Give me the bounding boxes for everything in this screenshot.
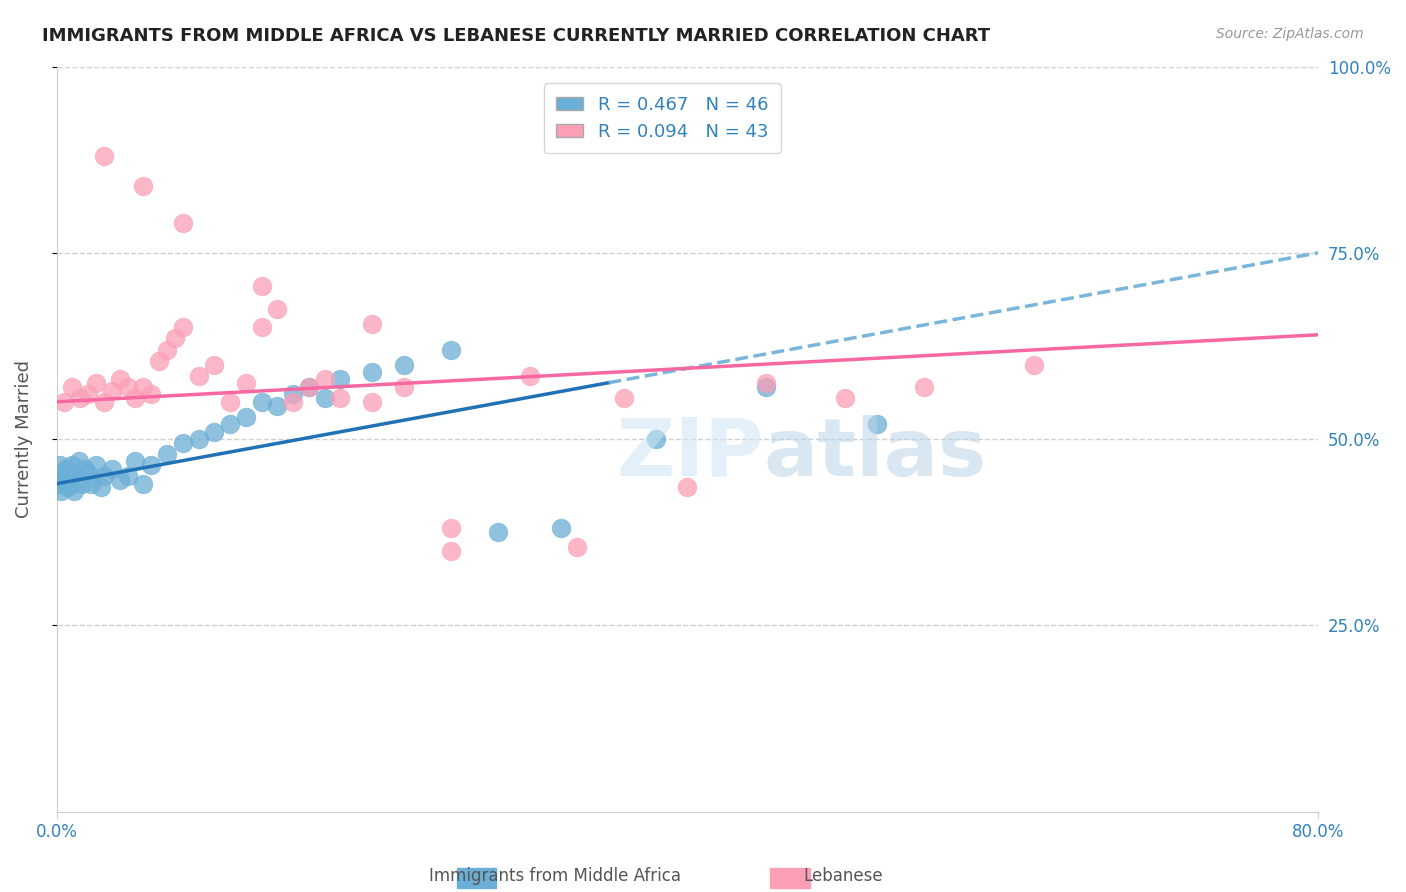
Point xyxy=(219,417,242,432)
Point xyxy=(60,380,83,394)
Point xyxy=(202,425,225,439)
Text: IMMIGRANTS FROM MIDDLE AFRICA VS LEBANESE CURRENTLY MARRIED CORRELATION CHART: IMMIGRANTS FROM MIDDLE AFRICA VS LEBANES… xyxy=(42,27,990,45)
Point xyxy=(235,409,257,424)
Point xyxy=(314,391,336,405)
Point xyxy=(187,432,209,446)
Point xyxy=(59,476,82,491)
Point xyxy=(550,521,572,535)
Point xyxy=(866,417,889,432)
Point xyxy=(132,476,155,491)
Point xyxy=(440,521,463,535)
Point xyxy=(250,279,273,293)
Point xyxy=(101,462,124,476)
Point xyxy=(565,540,588,554)
Point xyxy=(440,343,463,357)
Point xyxy=(163,331,186,345)
Point xyxy=(392,358,415,372)
Point xyxy=(101,384,124,398)
Point xyxy=(90,480,112,494)
Point xyxy=(84,458,107,472)
Point xyxy=(80,476,103,491)
Point xyxy=(93,469,115,483)
Point xyxy=(53,394,76,409)
Point xyxy=(519,368,541,383)
Point xyxy=(65,466,87,480)
Point xyxy=(49,458,72,472)
Point xyxy=(52,466,75,480)
Point xyxy=(55,462,77,476)
Point xyxy=(202,358,225,372)
Legend: R = 0.467   N = 46, R = 0.094   N = 43: R = 0.467 N = 46, R = 0.094 N = 43 xyxy=(544,83,780,153)
Point xyxy=(361,394,384,409)
Point xyxy=(51,484,73,499)
Point xyxy=(486,525,509,540)
Text: atlas: atlas xyxy=(763,415,986,493)
Point xyxy=(912,380,935,394)
Text: Immigrants from Middle Africa: Immigrants from Middle Africa xyxy=(429,867,682,885)
Point xyxy=(1024,358,1046,372)
Point xyxy=(148,354,170,368)
Point xyxy=(298,380,321,394)
Point xyxy=(266,399,288,413)
Point xyxy=(676,480,699,494)
Point xyxy=(613,391,636,405)
Point xyxy=(172,216,194,230)
Point xyxy=(124,391,146,405)
Point xyxy=(250,394,273,409)
Point xyxy=(141,387,163,401)
Point xyxy=(60,458,83,472)
Point xyxy=(329,391,352,405)
Point xyxy=(235,376,257,391)
Point xyxy=(67,454,90,468)
Point xyxy=(834,391,856,405)
Text: ZIP: ZIP xyxy=(616,415,763,493)
Point xyxy=(172,435,194,450)
Point xyxy=(69,391,91,405)
Point xyxy=(283,387,305,401)
Point xyxy=(156,447,179,461)
Point xyxy=(361,317,384,331)
Point xyxy=(46,476,69,491)
Point xyxy=(314,372,336,386)
Point xyxy=(132,380,155,394)
Point xyxy=(132,178,155,193)
Point xyxy=(141,458,163,472)
Point xyxy=(755,376,778,391)
Point xyxy=(77,387,100,401)
Point xyxy=(108,473,131,487)
Point xyxy=(117,469,139,483)
Point xyxy=(58,469,80,483)
Point xyxy=(187,368,209,383)
Point xyxy=(93,149,115,163)
Point xyxy=(73,462,96,476)
Text: Source: ZipAtlas.com: Source: ZipAtlas.com xyxy=(1216,27,1364,41)
Point xyxy=(645,432,668,446)
Point xyxy=(124,454,146,468)
Point xyxy=(440,543,463,558)
Point xyxy=(63,484,86,499)
Text: Lebanese: Lebanese xyxy=(804,867,883,885)
Point xyxy=(70,476,93,491)
Point xyxy=(172,320,194,334)
Point xyxy=(53,473,76,487)
Point xyxy=(108,372,131,386)
Point xyxy=(283,394,305,409)
Point xyxy=(93,394,115,409)
Point xyxy=(56,480,79,494)
Point xyxy=(84,376,107,391)
Point xyxy=(361,365,384,379)
Point xyxy=(329,372,352,386)
Point xyxy=(755,380,778,394)
Point xyxy=(266,301,288,316)
Point xyxy=(250,320,273,334)
Point xyxy=(219,394,242,409)
Point xyxy=(77,466,100,480)
Point xyxy=(392,380,415,394)
Point xyxy=(298,380,321,394)
Y-axis label: Currently Married: Currently Married xyxy=(15,360,32,518)
Point xyxy=(117,380,139,394)
Point xyxy=(156,343,179,357)
